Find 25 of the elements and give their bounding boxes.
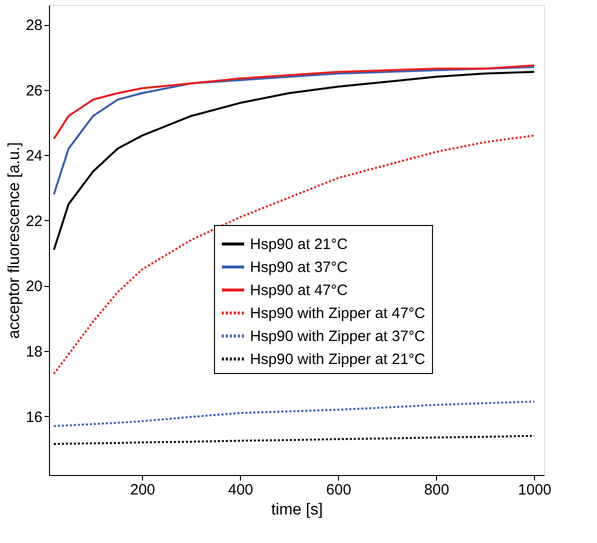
y-tick-label: 20 bbox=[26, 278, 42, 296]
y-tick-label: 16 bbox=[26, 408, 42, 426]
line-series bbox=[52, 64, 536, 140]
y-tick-label: 28 bbox=[26, 17, 42, 34]
x-tick-label: 1000 bbox=[518, 482, 552, 498]
line-series bbox=[52, 134, 536, 375]
legend-label: Hsp90 with Zipper at 37°C bbox=[250, 328, 426, 345]
y-tick-label: 22 bbox=[26, 212, 42, 230]
line-series bbox=[52, 70, 536, 251]
y-tick-label: 24 bbox=[26, 148, 42, 165]
legend-label: Hsp90 at 37°C bbox=[250, 259, 348, 276]
x-tick-label: 800 bbox=[424, 482, 450, 498]
y-tick-label: 18 bbox=[26, 343, 42, 360]
x-axis-title: time [s] bbox=[271, 502, 323, 518]
legend-label: Hsp90 with Zipper at 21°C bbox=[250, 351, 426, 368]
x-tick-label: 200 bbox=[130, 482, 156, 498]
legend-label: Hsp90 with Zipper at 47°C bbox=[250, 305, 426, 322]
y-tick-label: 26 bbox=[26, 82, 42, 100]
legend-label: Hsp90 at 47°C bbox=[250, 282, 348, 299]
line-series bbox=[52, 66, 536, 196]
line-series bbox=[52, 400, 536, 428]
x-tick-label: 400 bbox=[228, 482, 254, 498]
y-axis-title: acceptor fluorescence [a.u.] bbox=[6, 142, 23, 339]
legend-label: Hsp90 at 21°C bbox=[250, 236, 348, 253]
x-tick-label: 600 bbox=[326, 482, 352, 498]
